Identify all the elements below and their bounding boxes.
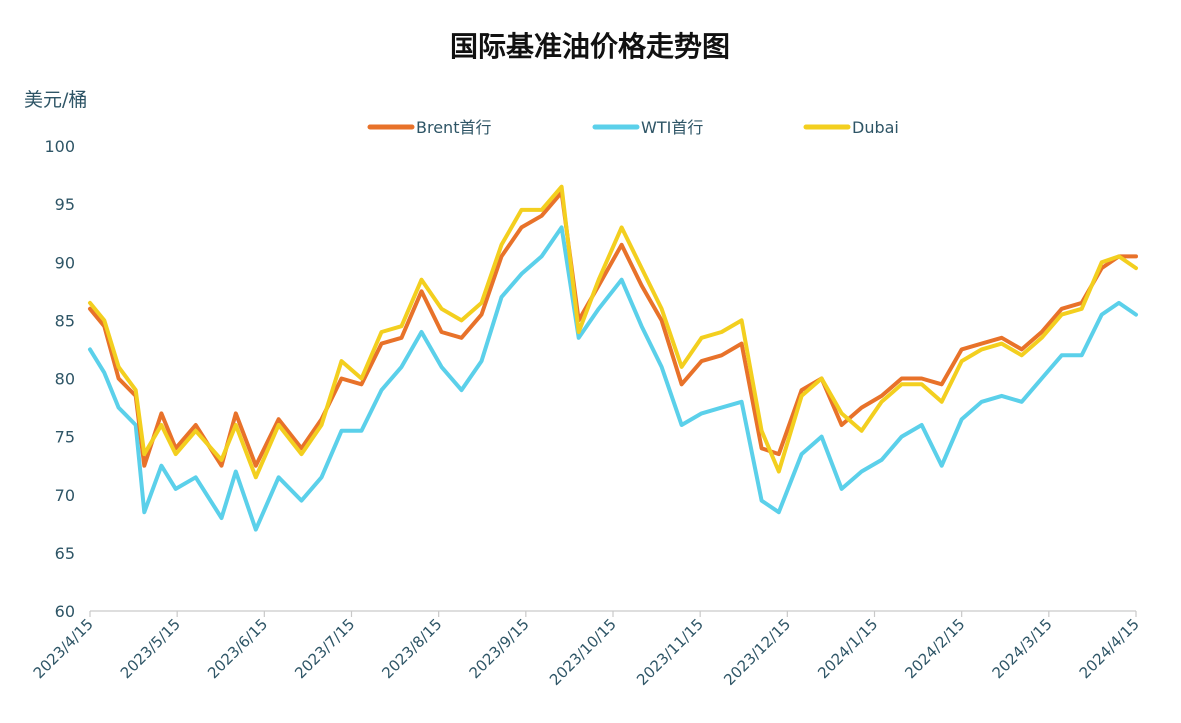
y-axis-ticks: 60 65 70 75 80 85 90 95 100 (44, 137, 75, 621)
legend-label: WTI首行 (641, 118, 703, 137)
x-tick-label: 2023/7/15 (291, 615, 358, 682)
legend-label: Dubai (852, 118, 899, 137)
series-line (88, 190, 1138, 468)
legend: Brent首行 WTI首行 Dubai (367, 118, 899, 137)
y-tick-label: 85 (55, 311, 75, 330)
x-tick-label: 2023/12/15 (720, 615, 794, 689)
y-tick-label: 70 (55, 486, 75, 505)
y-tick-label: 95 (55, 195, 75, 214)
x-tick-label: 2023/11/15 (633, 615, 707, 689)
chart-title: 国际基准油价格走势图 (450, 30, 730, 63)
x-axis: 2023/4/15 2023/5/15 2023/6/15 2023/7/15 2023… (30, 610, 1143, 689)
legend-label: Brent首行 (416, 118, 491, 137)
x-tick-label: 2023/6/15 (204, 615, 271, 682)
x-tick-label: 2023/8/15 (378, 615, 445, 682)
y-tick-label: 65 (55, 544, 75, 563)
y-axis-unit: 美元/桶 (24, 89, 87, 111)
y-tick-label: 100 (44, 137, 75, 156)
y-tick-label: 75 (55, 428, 75, 447)
x-tick-label: 2023/4/15 (30, 615, 97, 682)
y-tick-label: 90 (55, 253, 75, 272)
x-tick-label: 2023/5/15 (117, 615, 184, 682)
x-tick-label: 2023/10/15 (546, 615, 620, 689)
y-tick-label: 80 (55, 370, 75, 389)
y-tick-label: 60 (55, 602, 75, 621)
series-line (88, 225, 1138, 532)
x-tick-label: 2023/9/15 (466, 615, 533, 682)
x-tick-label: 2024/3/15 (989, 615, 1056, 682)
x-tick-label: 2024/4/15 (1076, 615, 1143, 682)
x-tick-label: 2024/1/15 (814, 615, 881, 682)
x-tick-label: 2024/2/15 (901, 615, 968, 682)
series-layer (88, 184, 1138, 532)
series-line (88, 184, 1138, 480)
